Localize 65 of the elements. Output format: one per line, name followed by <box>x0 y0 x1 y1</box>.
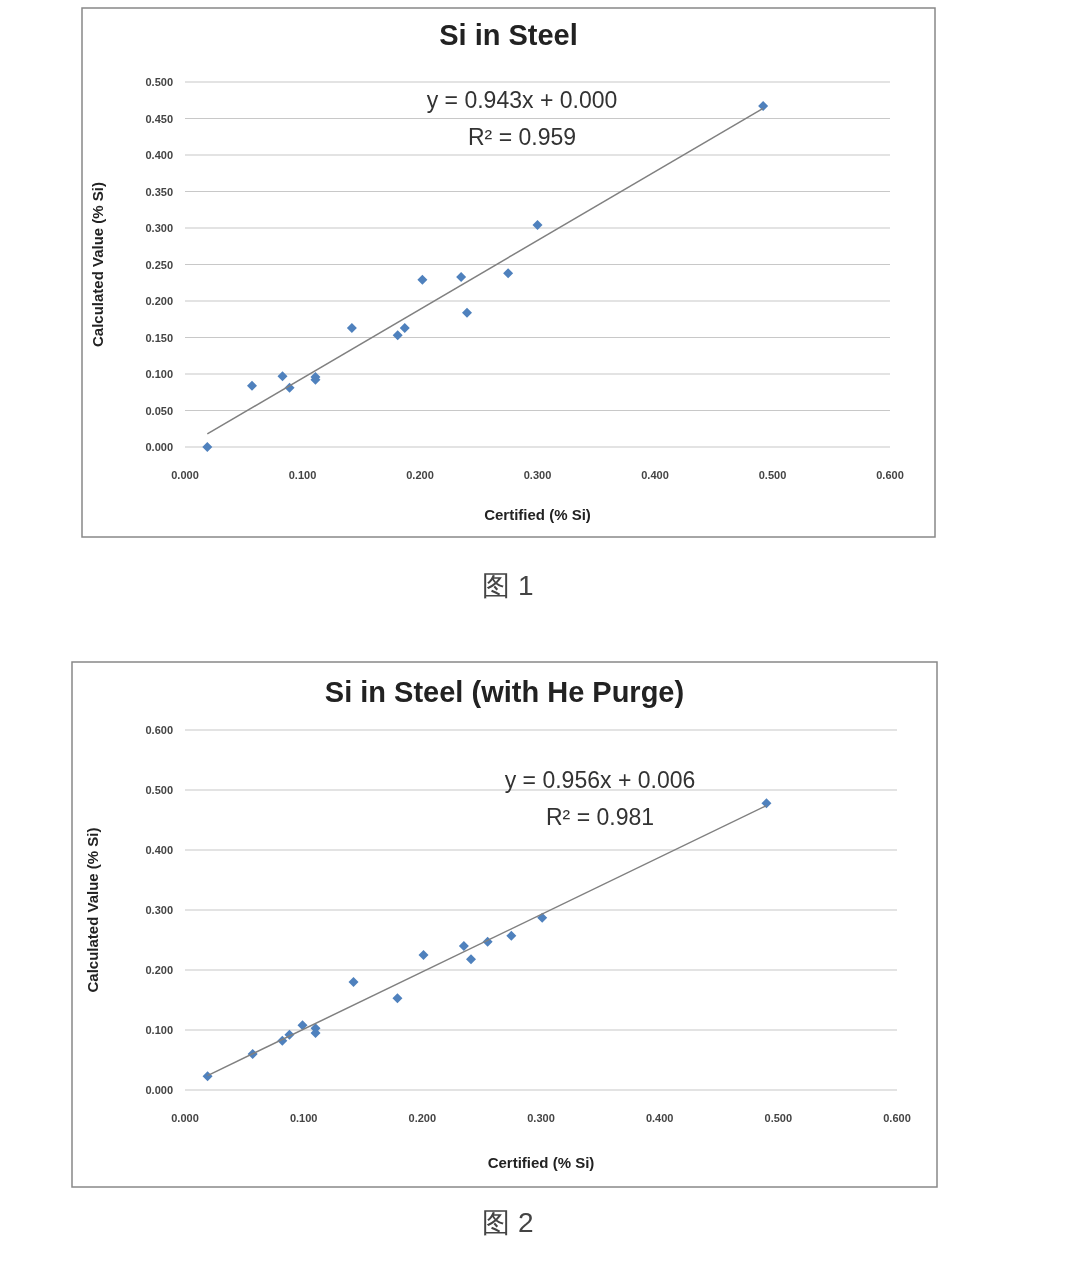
annotation: R² = 0.959 <box>467 124 577 150</box>
x-tick-label: 0.500 <box>764 1112 793 1124</box>
caption: 图 2 <box>482 1207 534 1238</box>
x-axis-title: Certified (% Si) <box>487 1154 595 1171</box>
x-tick-label: 0.100 <box>288 469 317 481</box>
point <box>399 323 410 334</box>
point <box>758 101 769 112</box>
point <box>277 371 288 382</box>
caption: 图 1 <box>482 570 534 601</box>
x-tick-label: 0.200 <box>408 1112 437 1124</box>
y-tick-label: 0.300 <box>145 904 173 916</box>
point <box>458 941 469 951</box>
y-tick-label: 0.100 <box>145 368 173 380</box>
y-axis-title: Calculated Value (% Si) <box>84 827 101 993</box>
y-tick-label: 0.350 <box>145 185 173 198</box>
point <box>761 798 772 809</box>
x-tick-label: 0.000 <box>171 469 199 481</box>
annotation: R² = 0.981 <box>545 804 655 830</box>
annotation: y = 0.956x + 0.006 <box>504 767 696 793</box>
y-tick-label: 0.400 <box>145 149 173 161</box>
point <box>346 323 357 334</box>
point <box>202 442 213 452</box>
y-tick-label: 0.500 <box>145 784 173 796</box>
x-tick-label: 0.600 <box>876 469 904 481</box>
x-tick-label: 0.500 <box>758 469 787 481</box>
chart-title: Si in Steel (with He Purge) <box>324 676 685 708</box>
point <box>348 977 359 987</box>
point <box>456 271 467 282</box>
point <box>417 274 428 285</box>
x-tick-label: 0.100 <box>289 1112 318 1124</box>
x-tick-label: 0.200 <box>406 469 434 481</box>
point <box>202 1071 213 1082</box>
x-tick-label: 0.600 <box>883 1112 911 1124</box>
y-tick-label: 0.200 <box>145 295 173 307</box>
y-tick-label: 0.150 <box>145 331 173 344</box>
x-tick-label: 0.300 <box>527 1112 555 1124</box>
point <box>532 220 543 231</box>
point <box>506 930 517 941</box>
y-axis-title: Calculated Value (% Si) <box>89 181 106 348</box>
x-tick-label: 0.400 <box>645 1112 674 1124</box>
x-tick-label: 0.300 <box>523 469 552 481</box>
y-tick-label: 0.400 <box>145 844 173 856</box>
x-axis-title: Certified (% Si) <box>484 506 591 523</box>
point <box>462 307 472 318</box>
point <box>392 330 403 341</box>
point <box>246 380 257 391</box>
chart-title: Si in Steel <box>439 19 578 51</box>
point <box>465 954 476 965</box>
point <box>503 268 514 279</box>
y-tick-label: 0.100 <box>145 1024 173 1036</box>
point <box>418 950 429 960</box>
y-tick-label: 0.500 <box>145 76 173 88</box>
y-tick-label: 0.000 <box>145 1084 173 1096</box>
x-tick-label: 0.400 <box>641 469 669 481</box>
y-tick-label: 0.450 <box>145 112 173 125</box>
x-tick-label: 0.000 <box>171 1112 199 1124</box>
y-tick-label: 0.200 <box>145 964 173 976</box>
y-tick-label: 0.300 <box>145 222 173 234</box>
y-tick-label: 0.600 <box>145 724 173 736</box>
annotation: y = 0.943x + 0.000 <box>426 87 618 113</box>
y-tick-label: 0.250 <box>145 258 173 271</box>
point <box>297 1020 308 1031</box>
point <box>392 993 403 1004</box>
y-tick-label: 0.050 <box>145 404 173 417</box>
y-tick-label: 0.000 <box>145 441 173 453</box>
